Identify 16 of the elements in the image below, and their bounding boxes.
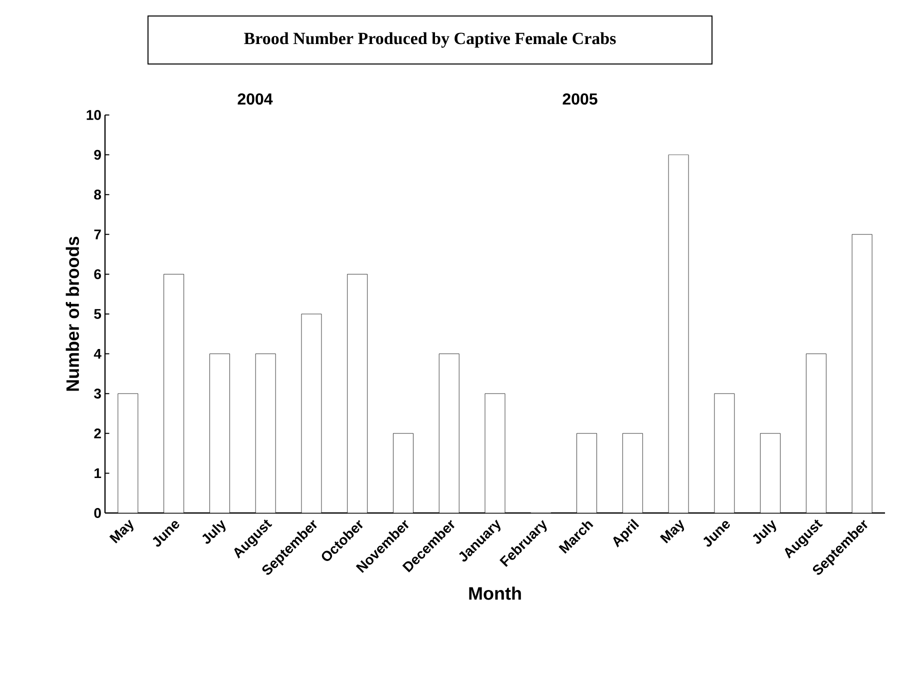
- y-tick-label: 8: [94, 190, 102, 200]
- y-tick-label: 7: [94, 230, 101, 240]
- text: 2004: [238, 93, 273, 105]
- y-tick-label: 3: [94, 388, 101, 399]
- y-tick-label: 10: [86, 110, 101, 120]
- text: 2005: [562, 93, 598, 105]
- y-tick-label: 4: [94, 348, 102, 359]
- chart-title: Brood Number Produced by Captive Female Crabs: [244, 32, 616, 48]
- y-tick-label: 1: [94, 468, 102, 478]
- y-axis-title: Number of broods: [66, 236, 80, 391]
- y-tick-label: 9: [94, 150, 101, 160]
- y-tick-label: 6: [94, 269, 101, 280]
- y-tick-label: 0: [94, 508, 101, 518]
- x-axis-title: Month: [469, 586, 521, 600]
- y-tick-label: 5: [94, 309, 102, 319]
- y-tick-label: 2: [94, 428, 101, 438]
